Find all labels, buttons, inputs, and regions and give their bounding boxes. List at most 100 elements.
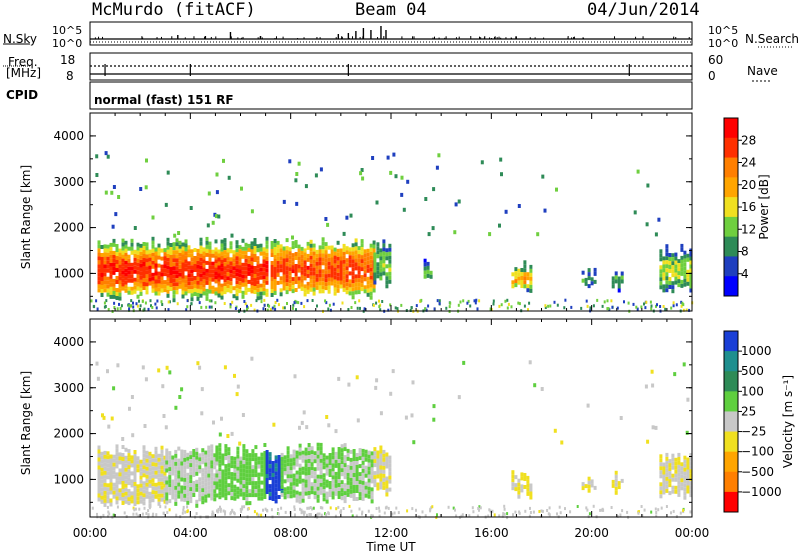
echo-cell [330, 249, 334, 254]
echo-cell [100, 289, 104, 293]
echo-cell [517, 301, 520, 305]
echo-cell [354, 238, 358, 243]
echo-cell [160, 493, 164, 498]
echo-cell [102, 513, 105, 517]
echo-cell [620, 271, 624, 276]
colorbar-tick-label: 28 [741, 133, 756, 147]
echo-cell [294, 513, 296, 517]
echo-cell [680, 255, 684, 260]
echo-cell [148, 467, 152, 472]
echo-cell [339, 260, 343, 265]
echo-cell [184, 239, 188, 244]
echo-cell [346, 472, 350, 477]
echo-cell [103, 474, 107, 479]
echo-cell [581, 270, 585, 275]
echo-cell [103, 502, 107, 507]
echo-cell [168, 451, 172, 456]
echo-cell [324, 286, 328, 291]
echo-cell [683, 455, 687, 460]
echo-cell [204, 486, 208, 491]
echo-cell [224, 444, 228, 449]
echo-cell [371, 514, 374, 518]
colorbar-segment [724, 331, 738, 352]
echo-cell [674, 280, 678, 285]
echo-cell [662, 276, 666, 281]
echo-cell [325, 483, 329, 488]
echo-cell [175, 250, 179, 255]
echo-cell [119, 307, 122, 310]
echo-cell [276, 256, 280, 261]
echo-cell [330, 273, 334, 278]
echo-cell [169, 283, 173, 287]
echo-cell [369, 275, 373, 280]
echo-cell [112, 278, 116, 283]
echo-cell [324, 266, 328, 271]
echo-cell [177, 474, 181, 479]
echo-cell [196, 272, 200, 277]
echo-cell [245, 461, 249, 466]
echo-cell [593, 267, 597, 272]
echo-cell [115, 500, 119, 505]
echo-cell [361, 512, 363, 516]
echo-cell [253, 258, 257, 262]
echo-cell [337, 467, 341, 471]
echo-cell [677, 464, 681, 469]
echo-cell [214, 275, 218, 280]
echo-cell [348, 255, 352, 260]
echo-cell [210, 460, 214, 465]
echo-cell [321, 269, 325, 274]
echo-cell [265, 256, 269, 261]
echo-cell [336, 252, 340, 257]
echo-cell [142, 449, 146, 454]
echo-cell [274, 487, 278, 492]
echo-cell [223, 278, 227, 283]
echo-cell [277, 495, 281, 499]
echo-cell [157, 461, 161, 466]
echo-cell [360, 275, 364, 280]
echo-cell [297, 256, 301, 261]
echo-cell [136, 456, 140, 461]
echo-cell [316, 304, 318, 308]
echo-cell [211, 277, 215, 282]
echo-cell [318, 257, 322, 262]
echo-cell [294, 268, 298, 272]
echo-cell [593, 271, 597, 276]
echo-cell [382, 461, 386, 466]
echo-cell [288, 275, 292, 280]
echo-cell [520, 276, 524, 280]
echo-cell [263, 483, 267, 487]
echo-cell [215, 481, 219, 486]
echo-cell [118, 288, 122, 293]
echo-cell [314, 173, 318, 178]
echo-cell [346, 452, 350, 457]
echo-cell [157, 263, 161, 268]
echo-cell [150, 304, 152, 308]
echo-cell [229, 281, 233, 286]
echo-cell [202, 279, 206, 284]
echo-cell [148, 491, 152, 496]
echo-cell [145, 470, 149, 475]
echo-cell [187, 249, 191, 254]
echo-cell [195, 487, 199, 492]
colorbar-tick-label: −100 [741, 445, 774, 459]
echo-cell [210, 480, 214, 485]
echo-cell [336, 272, 340, 277]
echo-cell [244, 278, 248, 283]
echo-cell [322, 497, 326, 502]
echo-cell [298, 467, 302, 472]
echo-cell [321, 281, 325, 286]
echo-cell [283, 306, 286, 310]
colorbar-tick-label: 1000 [741, 344, 772, 358]
echo-cell [151, 494, 155, 499]
echo-cell [340, 448, 344, 453]
echo-cell [273, 263, 277, 267]
echo-cell [169, 271, 173, 275]
echo-cell [103, 248, 107, 253]
echo-cell [351, 279, 355, 284]
echo-cell [297, 301, 300, 305]
echo-cell [214, 287, 218, 292]
echo-cell [180, 485, 184, 490]
echo-cell [248, 473, 252, 478]
echo-cell [174, 469, 178, 474]
